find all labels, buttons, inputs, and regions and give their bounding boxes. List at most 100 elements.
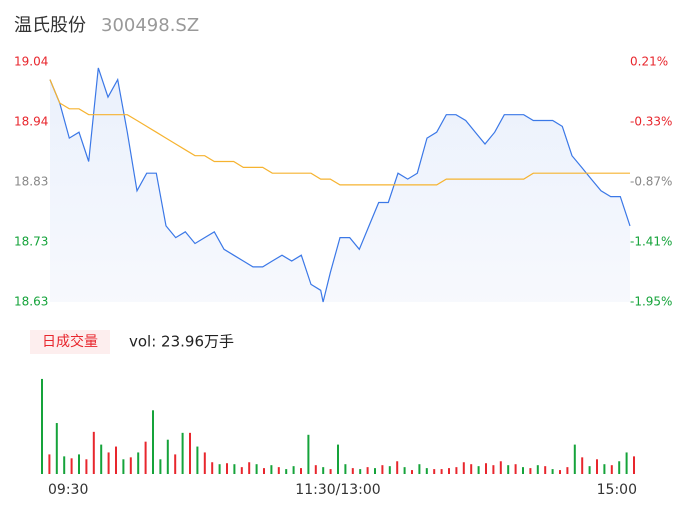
- volume-bar: [581, 457, 584, 474]
- price-line: [49, 67, 631, 303]
- volume-bar: [41, 378, 43, 474]
- volume-bar: [425, 468, 428, 474]
- volume-bar: [588, 466, 591, 474]
- volume-bar: [129, 457, 132, 474]
- volume-bar: [181, 432, 184, 474]
- volume-tag: 日成交量: [42, 333, 98, 350]
- volume-bar: [100, 444, 103, 474]
- volume-bar: [396, 461, 399, 474]
- y2-tick-label: -1.95%: [630, 295, 672, 309]
- volume-bar: [70, 458, 73, 474]
- volume-bar: [314, 465, 317, 474]
- volume-bar: [485, 463, 487, 474]
- volume-bar: [477, 466, 480, 474]
- volume-bar: [499, 461, 502, 474]
- x-tick-label: 11:30/13:00: [295, 482, 380, 498]
- volume-bar: [418, 464, 421, 474]
- volume-bar: [196, 446, 199, 474]
- volume-bar: [48, 454, 51, 474]
- volume-bar: [166, 439, 169, 474]
- volume-bar: [522, 467, 524, 474]
- x-tick-label: 15:00: [597, 482, 637, 498]
- volume-bar: [307, 434, 310, 474]
- stock-name: 温氏股份: [14, 15, 86, 36]
- volume-bar: [137, 452, 140, 474]
- volume-bar: [455, 467, 458, 474]
- volume-bar: [507, 465, 510, 474]
- volume-bar: [359, 469, 362, 474]
- volume-bar: [388, 466, 391, 474]
- volume-bar: [270, 465, 273, 474]
- volume-bar: [300, 468, 302, 474]
- volume-bar: [559, 470, 561, 474]
- volume-bar: [403, 467, 406, 474]
- volume-bar: [551, 469, 554, 474]
- volume-bar: [566, 467, 569, 474]
- volume-bar: [174, 454, 177, 474]
- volume-bar: [115, 446, 117, 474]
- volume-bar: [255, 464, 258, 474]
- volume-bar: [381, 465, 384, 474]
- volume-bar: [329, 469, 332, 474]
- volume-total: vol: 23.96万手: [129, 333, 234, 351]
- volume-bar: [633, 456, 635, 474]
- y2-tick-label: -0.87%: [630, 175, 672, 189]
- volume-bar: [337, 444, 339, 474]
- volume-bar: [322, 467, 325, 474]
- volume-bar: [226, 463, 228, 474]
- volume-bar: [218, 464, 221, 474]
- volume-bar: [448, 468, 450, 474]
- volume-bar: [55, 423, 58, 474]
- volume-bar: [122, 459, 125, 474]
- volume-bar: [596, 459, 598, 474]
- y-tick-label: 18.83: [14, 175, 48, 189]
- y-tick-label: 18.94: [14, 115, 48, 129]
- volume-bar: [285, 469, 288, 474]
- volume-bar: [514, 464, 517, 474]
- volume-bar: [433, 469, 436, 474]
- y-tick-label: 19.04: [14, 55, 48, 69]
- volume-bar: [203, 452, 206, 474]
- volume-bar: [603, 464, 606, 474]
- volume-bar: [573, 444, 576, 474]
- volume-bar: [625, 452, 628, 474]
- volume-bar: [492, 465, 495, 474]
- volume-bar: [529, 468, 532, 474]
- y2-tick-label: -1.41%: [630, 235, 672, 249]
- volume-bar: [233, 464, 236, 474]
- volume-bar: [107, 452, 110, 474]
- volume-bar: [248, 462, 251, 474]
- volume-bar: [277, 467, 280, 474]
- stock-code: 300498.SZ: [101, 15, 199, 36]
- volume-bar: [462, 462, 465, 474]
- volume-bar: [344, 464, 347, 474]
- volume-bar: [152, 410, 154, 474]
- volume-bar: [63, 456, 66, 474]
- y-tick-label: 18.63: [14, 295, 48, 309]
- volume-bar: [544, 466, 547, 474]
- volume-bar: [440, 469, 443, 474]
- volume-bar: [366, 467, 369, 474]
- average-line: [49, 79, 630, 186]
- y-tick-label: 18.73: [14, 235, 48, 249]
- volume-bar: [92, 431, 95, 474]
- volume-bar: [351, 468, 354, 474]
- volume-bar: [411, 470, 413, 474]
- price-area: [50, 67, 630, 303]
- volume-bar: [374, 468, 376, 474]
- volume-bar: [610, 465, 613, 474]
- volume-bar: [211, 462, 214, 474]
- y2-tick-label: 0.21%: [630, 55, 668, 69]
- volume-bar: [536, 465, 539, 474]
- volume-bar: [618, 461, 621, 474]
- y2-tick-label: -0.33%: [630, 115, 672, 129]
- volume-bar: [263, 468, 265, 474]
- volume-bar: [144, 441, 147, 474]
- volume-tag-bg: [30, 330, 110, 354]
- volume-bar: [159, 459, 162, 474]
- volume-bar: [292, 466, 295, 474]
- volume-bar: [78, 454, 80, 474]
- volume-bar: [470, 464, 473, 474]
- x-tick-label: 09:30: [48, 482, 88, 498]
